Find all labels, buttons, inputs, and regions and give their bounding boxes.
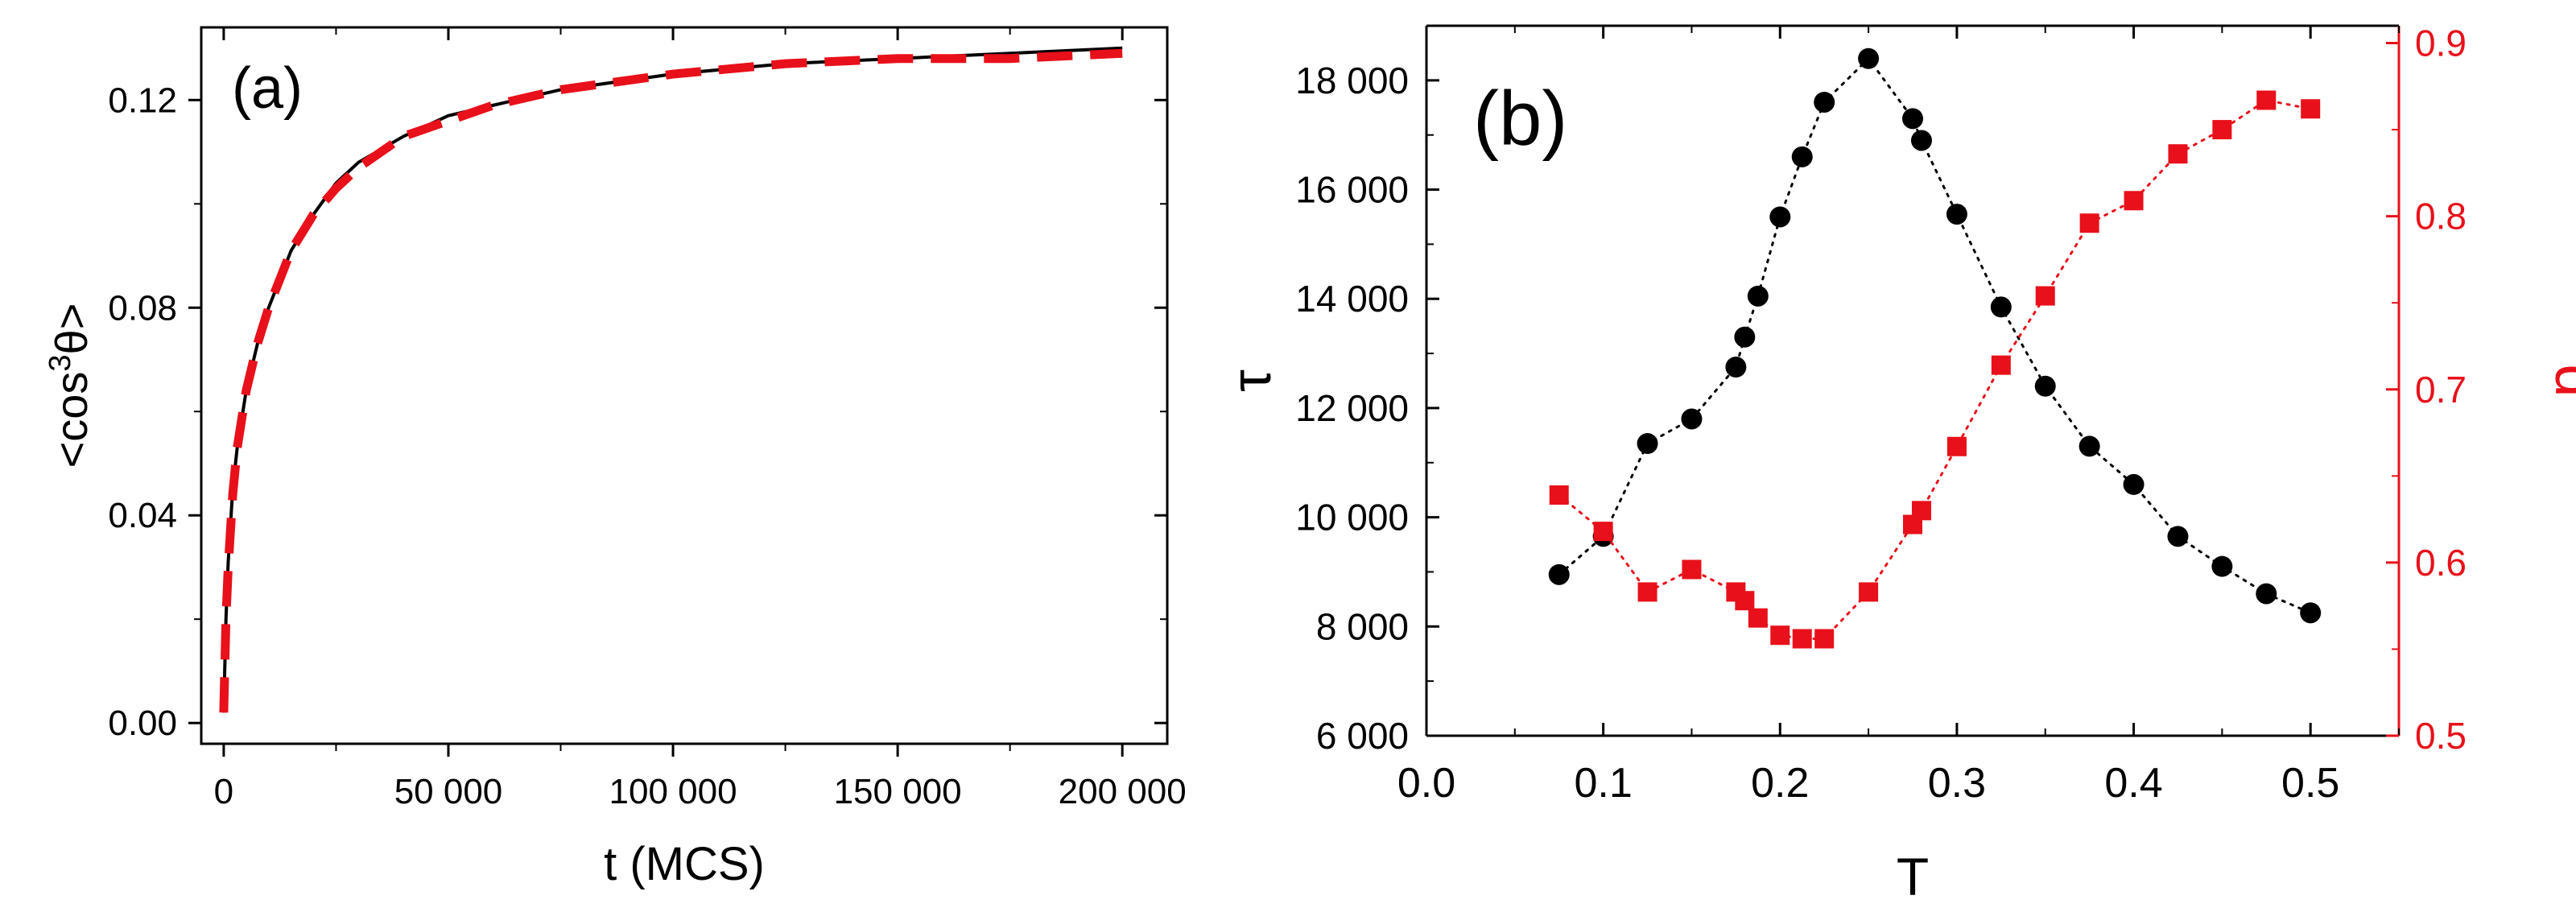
a-x-tick-label: 150 000 <box>834 772 962 811</box>
d-point <box>1593 522 1613 542</box>
b-left-tick-label: 8 000 <box>1316 605 1409 647</box>
b-right-tick-label: 0.5 <box>2415 715 2467 757</box>
b-x-tick-label: 0.3 <box>1928 760 1986 807</box>
b-left-tick-label: 16 000 <box>1295 169 1409 211</box>
d-point <box>1770 625 1790 646</box>
tau-point <box>1734 326 1756 348</box>
a-series-simulation <box>221 46 1123 713</box>
panel-b: 0.0 0.1 0.2 0.3 0.4 0.5 6 000 8 000 10 000 12 000… <box>1220 23 2576 906</box>
b-series-right-line <box>1558 98 2312 641</box>
tau-point <box>1769 206 1791 228</box>
panel-b-left-axis-label: τ <box>1220 369 1282 392</box>
b-x-tick-label: 0.0 <box>1397 760 1455 807</box>
tau-point <box>1637 433 1658 455</box>
d-point <box>2301 99 2321 119</box>
a-y-tick-label: 0.04 <box>108 496 177 535</box>
b-left-tick-label: 6 000 <box>1316 715 1409 757</box>
b-right-tick-label: 0.8 <box>2415 196 2467 237</box>
b-right-tick-label: 0.9 <box>2415 23 2467 64</box>
panel-b-x-axis-label: T <box>1897 847 1929 906</box>
d-point <box>1911 501 1931 521</box>
a-x-tick-label: 100 000 <box>609 772 737 811</box>
panel-a-y-axis-label: <cos3θ> <box>43 303 97 468</box>
b-x-tick-label: 0.2 <box>1751 760 1809 807</box>
d-point <box>1814 629 1835 649</box>
tau-point <box>1946 204 1967 225</box>
b-left-tick-label: 18 000 <box>1295 60 1409 101</box>
b-right-tick-label: 0.6 <box>2415 542 2467 584</box>
a-x-tick-label: 200 000 <box>1059 772 1187 811</box>
d-point <box>2079 213 2099 233</box>
d-point <box>1946 436 1967 456</box>
y-label-part-3: θ> <box>46 303 97 355</box>
d-point <box>1682 559 1702 580</box>
b-left-tick-label: 10 000 <box>1295 497 1409 539</box>
tau-point <box>1681 408 1703 430</box>
a-y-tick-label: 0.00 <box>108 704 177 743</box>
panel-a-x-axis-label: t (MCS) <box>604 838 765 890</box>
tau-point <box>2256 583 2277 605</box>
d-point <box>1748 608 1768 628</box>
d-point <box>2212 120 2232 140</box>
d-point <box>1991 355 2011 375</box>
tau-point <box>1910 130 1932 151</box>
tau-point <box>2300 602 2322 624</box>
tau-point <box>2079 435 2100 457</box>
panel-a-label: (a) <box>232 56 303 121</box>
a-y-tick-label: 0.12 <box>108 80 177 120</box>
tau-point <box>2211 555 2233 577</box>
panel-a: 0 50 000 100 000 150 000 200 000 0.00 0.04 0.08… <box>43 26 1187 890</box>
y-label-part-1: <cos <box>46 372 97 468</box>
d-point <box>2168 144 2188 164</box>
tau-point <box>2167 526 2189 547</box>
b-left-tick-label: 12 000 <box>1295 387 1409 429</box>
tau-point <box>1902 108 1923 130</box>
a-y-tick-label: 0.08 <box>108 288 177 328</box>
a-x-tick-label: 0 <box>214 772 233 811</box>
y-label-superscript: 3 <box>43 354 77 371</box>
d-point <box>2256 90 2277 110</box>
a-series-fit <box>219 48 1123 713</box>
d-point <box>2124 191 2144 211</box>
b-series-left-line <box>1558 56 2312 614</box>
d-point <box>1637 582 1657 602</box>
tau-point <box>2123 473 2145 495</box>
d-point <box>1549 485 1569 505</box>
d-point <box>1735 591 1755 611</box>
b-left-tick-label: 14 000 <box>1295 278 1409 320</box>
b-right-tick-label: 0.7 <box>2415 369 2467 411</box>
tau-point <box>2034 375 2056 397</box>
a-x-tick-label: 50 000 <box>394 772 503 811</box>
b-x-tick-label: 0.5 <box>2281 760 2339 807</box>
tau-point <box>1858 47 1880 69</box>
tau-point <box>1548 563 1570 585</box>
d-point <box>2035 286 2055 306</box>
b-x-tick-label: 0.4 <box>2104 760 2162 807</box>
tau-point <box>1791 146 1813 167</box>
b-x-tick-label: 0.1 <box>1574 760 1632 807</box>
panel-b-right-axis-label: d <box>2543 364 2576 397</box>
d-point <box>1859 582 1879 602</box>
panel-a-plot-frame <box>200 26 1169 745</box>
tau-point <box>1990 296 2012 318</box>
d-point <box>1792 629 1812 649</box>
tau-point <box>1725 357 1747 378</box>
tau-point <box>1814 91 1835 113</box>
panel-b-label: (b) <box>1473 76 1567 162</box>
tau-point <box>1747 285 1769 307</box>
